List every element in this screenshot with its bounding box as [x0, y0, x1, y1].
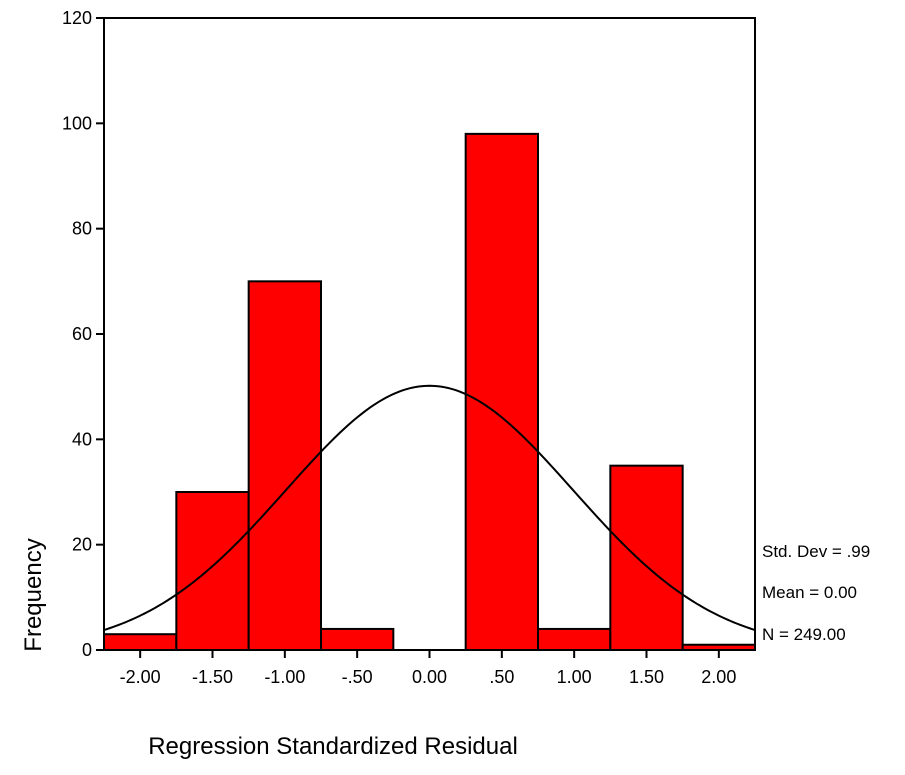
y-tick-label-6: 120: [62, 8, 92, 28]
y-tick-label-0: 0: [82, 640, 92, 660]
y-tick-labels: 0 20 40 60 80 100 120: [62, 8, 92, 660]
axes-layer: [96, 17, 756, 658]
y-tick-label-1: 20: [72, 535, 92, 555]
x-tick-label-2: -1.00: [264, 667, 305, 687]
x-tick-labels: -2.00 -1.50 -1.00 -.50 0.00 .50 1.00 1.50 2.00: [120, 667, 737, 687]
x-tick-label-8: 2.00: [701, 667, 736, 687]
stats-std-dev: Std. Dev = .99: [762, 542, 870, 561]
y-tick-label-5: 100: [62, 113, 92, 133]
x-tick-label-6: 1.00: [557, 667, 592, 687]
y-axis-title: Frequency: [20, 538, 47, 651]
x-tick-label-5: .50: [489, 667, 514, 687]
x-axis-title: Regression Standardized Residual: [148, 733, 518, 760]
normal-curve-layer: [103, 384, 756, 631]
x-tick-label-7: 1.50: [629, 667, 664, 687]
x-tick-label-4: 0.00: [412, 667, 447, 687]
y-tick-label-2: 40: [72, 429, 92, 449]
histogram-bar-0: [103, 633, 178, 652]
y-tick-label-4: 80: [72, 219, 92, 239]
stats-n: N = 249.00: [762, 625, 846, 644]
histogram-bar-7: [609, 464, 684, 651]
y-tick-label-3: 60: [72, 324, 92, 344]
histogram-bar-1: [175, 491, 250, 651]
histogram-bar-6: [537, 627, 612, 652]
histogram-bar-5: [464, 132, 539, 652]
stats-mean: Mean = 0.00: [762, 583, 857, 602]
normal-curve: [103, 384, 756, 631]
x-tick-label-0: -2.00: [120, 667, 161, 687]
bars-layer: [103, 132, 757, 652]
histogram-bar-3: [320, 627, 395, 652]
x-tick-label-3: -.50: [342, 667, 373, 687]
histogram-bar-2: [247, 280, 323, 651]
x-tick-label-1: -1.50: [192, 667, 233, 687]
